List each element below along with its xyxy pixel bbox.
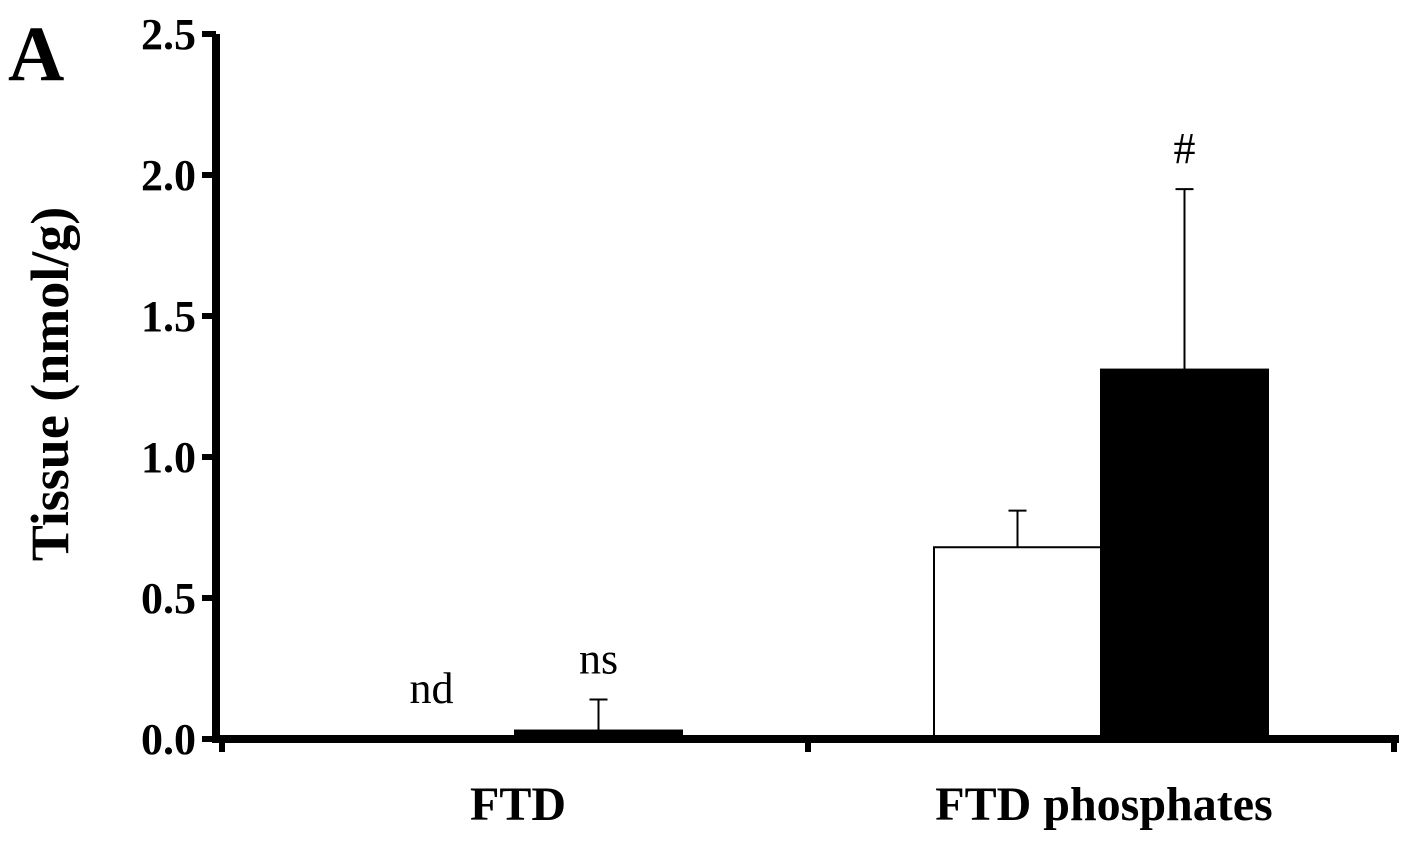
y-tick-label-1: 0.5 bbox=[141, 574, 196, 623]
x-category-label-ftd: FTD bbox=[470, 778, 566, 831]
y-tick-label-4: 2.0 bbox=[141, 151, 196, 200]
panel-label: A bbox=[8, 10, 64, 97]
annotation-1: nd bbox=[410, 664, 454, 713]
bar-series2-cat2 bbox=[1100, 368, 1269, 740]
annotation-2: ns bbox=[579, 635, 618, 684]
annotation-3: # bbox=[1174, 124, 1196, 173]
y-tick-label-2: 1.0 bbox=[141, 433, 196, 482]
y-tick-label-0: 0.0 bbox=[141, 715, 196, 764]
y-tick-label-5: 2.5 bbox=[141, 10, 196, 59]
bar-series1-cat2 bbox=[933, 546, 1102, 740]
y-axis-label: Tissue (nmol/g) bbox=[20, 207, 80, 562]
x-category-label-ftd-phosphates: FTD phosphates bbox=[935, 778, 1272, 831]
y-tick-label-3: 1.5 bbox=[141, 292, 196, 341]
